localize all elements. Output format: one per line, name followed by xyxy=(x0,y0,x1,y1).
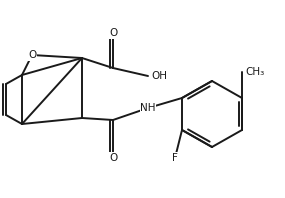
Text: OH: OH xyxy=(151,71,167,81)
Text: F: F xyxy=(172,153,178,163)
Text: O: O xyxy=(109,28,117,38)
Text: NH: NH xyxy=(140,103,156,113)
Text: O: O xyxy=(28,50,36,60)
Text: O: O xyxy=(109,153,117,163)
Text: CH₃: CH₃ xyxy=(245,67,264,77)
